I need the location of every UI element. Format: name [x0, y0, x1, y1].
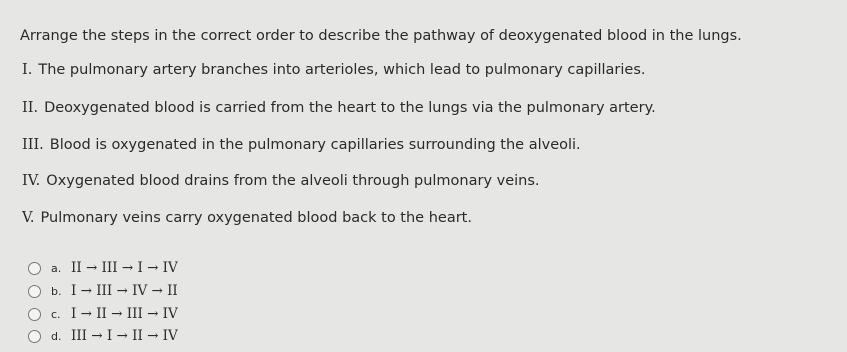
option-sequence: III → I → II → IV: [71, 328, 178, 344]
step: V. Pulmonary veins carry oxygenated blood…: [22, 210, 472, 226]
step-numeral: IV.: [22, 173, 41, 189]
step-text: Oxygenated blood drains from the alveoli…: [46, 173, 540, 189]
step: I. The pulmonary artery branches into art…: [22, 62, 646, 78]
radio-button[interactable]: [28, 284, 41, 298]
step-text: Deoxygenated blood is carried from the h…: [44, 100, 656, 116]
option[interactable]: d. III → I → II → IV: [28, 326, 178, 346]
option-letter: d.: [51, 329, 62, 343]
step: II. Deoxygenated blood is carried from th…: [22, 100, 656, 116]
option[interactable]: c. I → II → III → IV: [28, 304, 178, 324]
question: Arrange the steps in the correct order t…: [20, 28, 742, 44]
step-numeral: I.: [22, 62, 33, 78]
option-letter: b.: [51, 284, 62, 298]
step: IV. Oxygenated blood drains from the alve…: [22, 173, 540, 189]
option-letter: c.: [51, 307, 61, 321]
step-text: Blood is oxygenated in the pulmonary cap…: [49, 137, 581, 153]
radio-button[interactable]: [28, 307, 41, 321]
option[interactable]: a. II → III → I → IV: [28, 258, 178, 278]
step: III. Blood is oxygenated in the pulmonary…: [22, 137, 581, 153]
step-numeral: II.: [22, 100, 39, 116]
option[interactable]: b. I → III → IV → II: [28, 281, 178, 301]
step-text: The pulmonary artery branches into arter…: [38, 62, 646, 78]
option-sequence: I → II → III → IV: [71, 306, 178, 322]
option-sequence: II → III → I → IV: [71, 260, 178, 276]
step-text: Pulmonary veins carry oxygenated blood b…: [40, 210, 472, 226]
option-sequence: I → III → IV → II: [71, 283, 178, 299]
radio-button[interactable]: [28, 329, 41, 343]
option-letter: a.: [51, 261, 62, 275]
radio-button[interactable]: [28, 261, 41, 275]
step-numeral: III.: [22, 137, 44, 153]
step-numeral: V.: [22, 210, 35, 226]
